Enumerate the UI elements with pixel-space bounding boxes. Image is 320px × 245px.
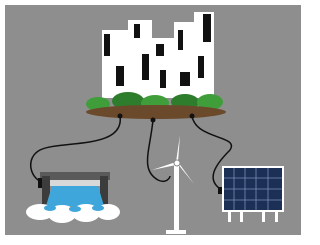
building <box>174 22 196 98</box>
connector <box>151 118 156 123</box>
window <box>203 14 211 42</box>
island <box>86 105 226 119</box>
window <box>156 44 164 56</box>
window <box>160 70 166 88</box>
connector <box>118 114 123 119</box>
window <box>180 72 190 86</box>
window <box>134 24 140 38</box>
illustration <box>0 0 306 240</box>
window <box>178 30 183 50</box>
window <box>116 66 124 86</box>
page <box>0 0 306 240</box>
window <box>198 56 204 78</box>
connector <box>190 114 195 119</box>
window <box>104 34 110 56</box>
window <box>142 54 149 80</box>
